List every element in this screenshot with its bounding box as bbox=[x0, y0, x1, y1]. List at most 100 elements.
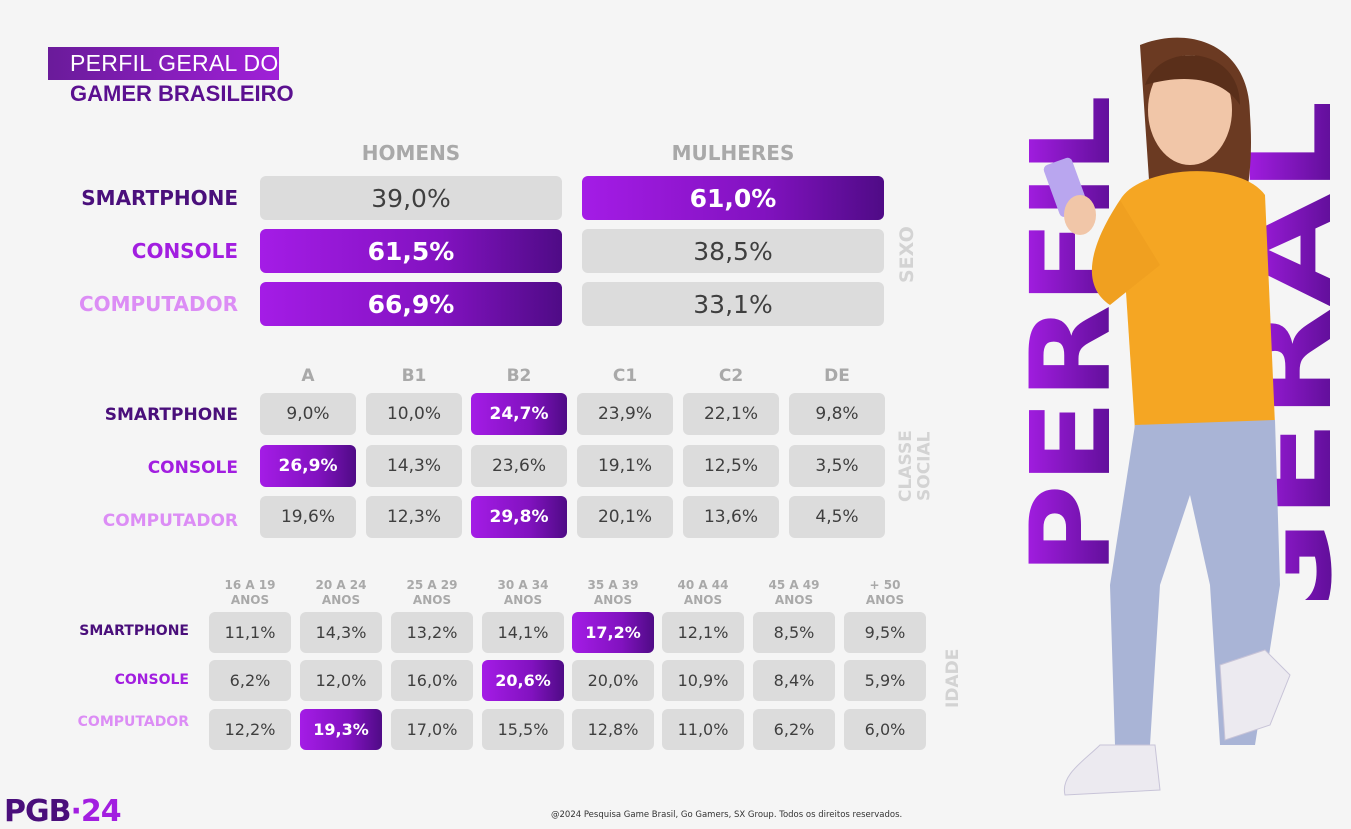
sexo-row-label-computador: COMPUTADOR bbox=[78, 292, 238, 316]
col-header-homens: HOMENS bbox=[361, 141, 461, 165]
idade-cell: 14,1% bbox=[482, 612, 564, 653]
age-range: 40 A 44 bbox=[677, 578, 729, 592]
sexo-cell-highlight: 61,0% bbox=[582, 176, 884, 220]
sexo-cell: 39,0% bbox=[260, 176, 562, 220]
woman-with-phone-illustration bbox=[1043, 37, 1291, 796]
age-range: + 50 bbox=[869, 578, 901, 592]
sexo-row-label-console: CONSOLE bbox=[131, 239, 238, 263]
classe-cell: 22,1% bbox=[683, 393, 779, 435]
col-header-de: DE bbox=[824, 366, 850, 386]
idade-cell: 6,2% bbox=[753, 709, 835, 750]
classe-cell: 9,0% bbox=[260, 393, 356, 435]
classe-cell: 23,9% bbox=[577, 393, 673, 435]
classe-cell: 12,5% bbox=[683, 445, 779, 487]
classe-cell: 19,1% bbox=[577, 445, 673, 487]
page-title-line1: PERFIL GERAL DO bbox=[70, 50, 279, 76]
side-label-classe: CLASSE bbox=[896, 430, 916, 502]
side-label-idade: IDADE bbox=[943, 648, 963, 708]
idade-cell: 6,2% bbox=[209, 660, 291, 701]
idade-row-label-console: CONSOLE bbox=[114, 672, 189, 688]
sexo-cell-highlight: 66,9% bbox=[260, 282, 562, 326]
classe-cell: 3,5% bbox=[789, 445, 885, 487]
classe-cell: 4,5% bbox=[789, 496, 885, 538]
idade-row-label-computador: COMPUTADOR bbox=[77, 714, 189, 730]
side-label-classe-social: CLASSE SOCIAL bbox=[896, 420, 947, 512]
logo-text: PGB bbox=[4, 794, 71, 829]
classe-cell-highlight: 24,7% bbox=[471, 393, 567, 435]
col-header-a: A bbox=[301, 366, 315, 386]
idade-cell: 8,4% bbox=[753, 660, 835, 701]
idade-cell: 15,5% bbox=[482, 709, 564, 750]
col-header-mulheres: MULHERES bbox=[671, 141, 795, 165]
side-label-sexo: SEXO bbox=[896, 226, 918, 284]
age-unit: ANOS bbox=[503, 593, 543, 607]
col-header-age: + 50 ANOS bbox=[844, 578, 926, 608]
classe-cell-highlight: 29,8% bbox=[471, 496, 567, 538]
idade-cell: 16,0% bbox=[391, 660, 473, 701]
col-header-age: 40 A 44 ANOS bbox=[662, 578, 744, 608]
side-label-social: SOCIAL bbox=[914, 431, 935, 501]
logo-dot: · bbox=[70, 794, 81, 829]
age-unit: ANOS bbox=[865, 593, 905, 607]
col-header-c1: C1 bbox=[612, 366, 638, 386]
col-header-age: 25 A 29 ANOS bbox=[391, 578, 473, 608]
idade-cell: 10,9% bbox=[662, 660, 744, 701]
age-range: 25 A 29 bbox=[406, 578, 458, 592]
classe-cell: 12,3% bbox=[366, 496, 462, 538]
col-header-c2: C2 bbox=[718, 366, 744, 386]
idade-cell: 20,0% bbox=[572, 660, 654, 701]
copyright-footer: @2024 Pesquisa Game Brasil, Go Gamers, S… bbox=[551, 810, 903, 820]
idade-cell-highlight: 19,3% bbox=[300, 709, 382, 750]
idade-cell: 14,3% bbox=[300, 612, 382, 653]
sexo-row-label-smartphone: SMARTPHONE bbox=[81, 186, 238, 210]
idade-cell: 12,8% bbox=[572, 709, 654, 750]
age-range: 45 A 49 bbox=[768, 578, 820, 592]
sexo-cell: 33,1% bbox=[582, 282, 884, 326]
idade-cell: 8,5% bbox=[753, 612, 835, 653]
col-header-age: 16 A 19 ANOS bbox=[209, 578, 291, 608]
col-header-age: 45 A 49 ANOS bbox=[753, 578, 835, 608]
classe-cell: 13,6% bbox=[683, 496, 779, 538]
idade-cell: 13,2% bbox=[391, 612, 473, 653]
logo-year: 24 bbox=[80, 794, 122, 829]
age-unit: ANOS bbox=[321, 593, 361, 607]
idade-row-label-smartphone: SMARTPHONE bbox=[79, 623, 189, 639]
classe-cell: 23,6% bbox=[471, 445, 567, 487]
idade-cell: 12,1% bbox=[662, 612, 744, 653]
col-header-age: 30 A 34 ANOS bbox=[482, 578, 564, 608]
col-header-b2: B2 bbox=[506, 366, 532, 386]
idade-cell: 5,9% bbox=[844, 660, 926, 701]
age-range: 16 A 19 bbox=[224, 578, 276, 592]
classe-row-label-smartphone: SMARTPHONE bbox=[104, 405, 238, 425]
pgb-logo: PGB·24 bbox=[4, 794, 122, 829]
classe-cell-highlight: 26,9% bbox=[260, 445, 356, 487]
classe-row-label-console: CONSOLE bbox=[147, 458, 238, 478]
col-header-age: 35 A 39 ANOS bbox=[572, 578, 654, 608]
classe-cell: 19,6% bbox=[260, 496, 356, 538]
idade-cell-highlight: 20,6% bbox=[482, 660, 564, 701]
title-background bbox=[48, 47, 279, 80]
idade-cell-highlight: 17,2% bbox=[572, 612, 654, 653]
classe-cell: 10,0% bbox=[366, 393, 462, 435]
classe-cell: 14,3% bbox=[366, 445, 462, 487]
age-range: 35 A 39 bbox=[587, 578, 639, 592]
sexo-cell: 38,5% bbox=[582, 229, 884, 273]
idade-cell: 9,5% bbox=[844, 612, 926, 653]
age-unit: ANOS bbox=[230, 593, 270, 607]
classe-cell: 20,1% bbox=[577, 496, 673, 538]
idade-cell: 17,0% bbox=[391, 709, 473, 750]
idade-cell: 12,0% bbox=[300, 660, 382, 701]
classe-cell: 9,8% bbox=[789, 393, 885, 435]
col-header-age: 20 A 24 ANOS bbox=[300, 578, 382, 608]
age-unit: ANOS bbox=[412, 593, 452, 607]
col-header-b1: B1 bbox=[401, 366, 427, 386]
age-range: 30 A 34 bbox=[497, 578, 549, 592]
idade-cell: 6,0% bbox=[844, 709, 926, 750]
idade-cell: 12,2% bbox=[209, 709, 291, 750]
classe-row-label-computador: COMPUTADOR bbox=[102, 511, 238, 531]
age-unit: ANOS bbox=[774, 593, 814, 607]
age-range: 20 A 24 bbox=[315, 578, 367, 592]
page-title-line2: GAMER BRASILEIRO bbox=[70, 81, 294, 106]
age-unit: ANOS bbox=[593, 593, 633, 607]
idade-cell: 11,1% bbox=[209, 612, 291, 653]
